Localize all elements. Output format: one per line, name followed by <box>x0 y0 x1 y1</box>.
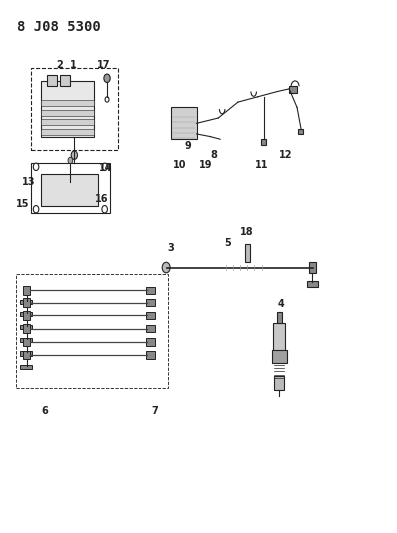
Text: 2: 2 <box>56 60 63 70</box>
Text: 6: 6 <box>41 406 48 416</box>
FancyBboxPatch shape <box>23 311 30 319</box>
Text: 8: 8 <box>211 150 218 160</box>
Circle shape <box>33 163 39 171</box>
Text: 16: 16 <box>95 194 109 204</box>
FancyBboxPatch shape <box>171 108 197 139</box>
FancyBboxPatch shape <box>20 365 32 369</box>
Circle shape <box>104 74 110 83</box>
Text: 13: 13 <box>22 176 36 187</box>
FancyBboxPatch shape <box>20 351 32 356</box>
FancyBboxPatch shape <box>274 323 285 352</box>
FancyBboxPatch shape <box>146 312 155 319</box>
FancyBboxPatch shape <box>41 81 94 136</box>
Circle shape <box>71 151 77 159</box>
Text: 19: 19 <box>198 160 212 169</box>
FancyBboxPatch shape <box>23 324 30 333</box>
Text: 18: 18 <box>240 227 253 237</box>
Text: 8 J08 5300: 8 J08 5300 <box>17 20 101 34</box>
Circle shape <box>68 157 73 164</box>
FancyBboxPatch shape <box>20 312 32 317</box>
Text: 4: 4 <box>278 298 285 309</box>
Text: 1: 1 <box>70 60 77 70</box>
FancyBboxPatch shape <box>23 337 30 346</box>
Text: 9: 9 <box>184 141 191 151</box>
Text: 5: 5 <box>225 238 231 248</box>
FancyBboxPatch shape <box>20 338 32 342</box>
FancyBboxPatch shape <box>307 281 318 287</box>
FancyBboxPatch shape <box>41 119 94 125</box>
FancyBboxPatch shape <box>20 300 32 304</box>
Text: 14: 14 <box>99 164 113 173</box>
Circle shape <box>102 163 108 171</box>
FancyBboxPatch shape <box>23 286 30 295</box>
FancyBboxPatch shape <box>289 86 297 93</box>
FancyBboxPatch shape <box>277 312 282 323</box>
FancyBboxPatch shape <box>261 139 266 144</box>
FancyBboxPatch shape <box>47 75 57 86</box>
FancyBboxPatch shape <box>298 128 303 134</box>
FancyBboxPatch shape <box>146 299 155 306</box>
Text: 7: 7 <box>152 406 158 416</box>
FancyBboxPatch shape <box>146 287 155 294</box>
Circle shape <box>33 206 39 213</box>
Text: 3: 3 <box>168 243 174 253</box>
Circle shape <box>105 97 109 102</box>
Text: 15: 15 <box>16 199 30 209</box>
Circle shape <box>102 206 108 213</box>
Text: 17: 17 <box>97 60 111 70</box>
FancyBboxPatch shape <box>146 351 155 359</box>
FancyBboxPatch shape <box>41 174 98 206</box>
FancyBboxPatch shape <box>60 75 69 86</box>
FancyBboxPatch shape <box>146 325 155 332</box>
FancyBboxPatch shape <box>41 128 94 135</box>
FancyBboxPatch shape <box>41 110 94 116</box>
FancyBboxPatch shape <box>23 298 30 307</box>
FancyBboxPatch shape <box>41 100 94 107</box>
FancyBboxPatch shape <box>309 262 316 273</box>
Text: 10: 10 <box>173 160 186 169</box>
FancyBboxPatch shape <box>245 244 250 262</box>
FancyBboxPatch shape <box>20 325 32 329</box>
FancyBboxPatch shape <box>146 338 155 345</box>
FancyBboxPatch shape <box>274 376 284 390</box>
FancyBboxPatch shape <box>272 350 287 363</box>
FancyBboxPatch shape <box>23 351 30 359</box>
Text: 11: 11 <box>255 160 268 169</box>
Circle shape <box>162 262 170 273</box>
Text: 12: 12 <box>278 150 292 160</box>
